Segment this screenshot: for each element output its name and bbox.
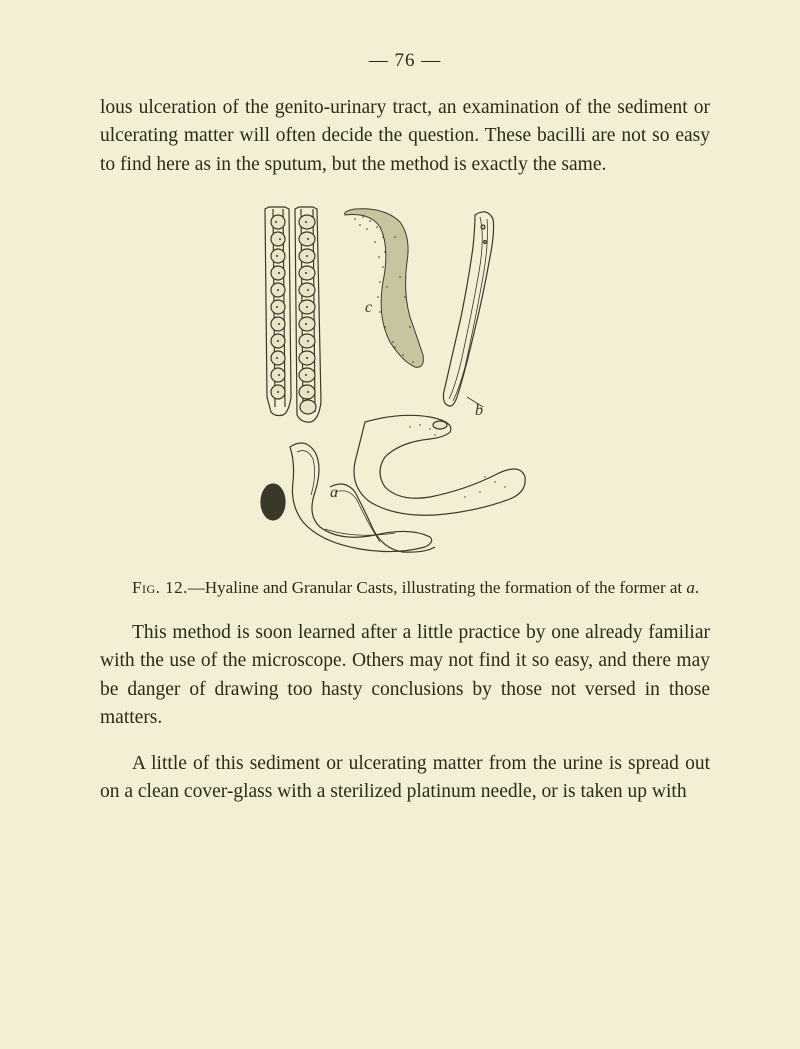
- caption-ref: a: [686, 578, 695, 597]
- paragraph-2: This method is soon learned after a litt…: [100, 619, 710, 732]
- figure-label-a: a: [330, 484, 338, 501]
- paragraph-1: lous ulceration of the genito-urinary tr…: [100, 94, 710, 179]
- caption-label: Fig. 12.: [132, 578, 188, 597]
- figure-label-c: c: [365, 299, 372, 316]
- paragraph-3: A little of this sediment or ulcerating …: [100, 750, 710, 807]
- casts-illustration: c b a: [235, 197, 575, 557]
- figure-12: c b a: [100, 197, 710, 557]
- caption-end: .: [695, 578, 699, 597]
- page-number: — 76 —: [100, 50, 710, 72]
- figure-caption: Fig. 12.—Hyaline and Granular Casts, ill…: [100, 575, 710, 601]
- caption-text: —Hyaline and Granular Casts, illustratin…: [188, 578, 687, 597]
